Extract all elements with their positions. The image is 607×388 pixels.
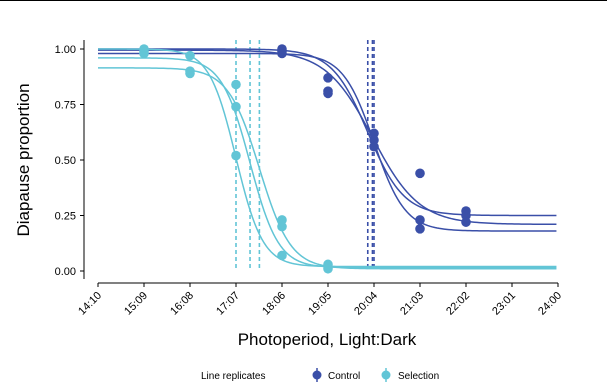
x-tick-label: 24:00 xyxy=(536,290,564,318)
data-point-control xyxy=(461,210,471,221)
y-tick-label: 0.50 xyxy=(55,155,76,167)
legend-label-selection: Selection xyxy=(398,371,439,382)
axes-layer: 0.00 0.25 0.50 0.75 1.00 14:10 15:09 16:08 17:07… xyxy=(55,40,564,318)
y-axis-title: Diapause proportion xyxy=(14,83,33,236)
midpoint-lines-layer xyxy=(235,40,375,271)
data-point-selection xyxy=(231,101,241,112)
data-point-selection xyxy=(231,79,241,90)
y-tick-label: 0.00 xyxy=(55,266,76,278)
x-tick-label: 23:01 xyxy=(490,290,518,318)
y-tick-label: 0.75 xyxy=(55,100,76,112)
data-point-selection xyxy=(323,263,333,274)
data-point-control xyxy=(415,224,425,234)
data-point-control xyxy=(415,168,425,179)
data-point-control xyxy=(277,44,287,54)
x-axis-title: Photoperiod, Light:Dark xyxy=(238,330,417,349)
legend-label-control: Control xyxy=(328,371,360,382)
legend-title: Line replicates xyxy=(201,371,265,382)
x-tick-label: 15:09 xyxy=(122,290,150,318)
x-tick-label: 14:10 xyxy=(76,290,104,318)
x-tick-label: 20:04 xyxy=(352,290,380,318)
data-point-selection xyxy=(277,215,287,225)
x-tick-label: 17:07 xyxy=(214,290,242,318)
data-point-selection xyxy=(185,50,195,61)
data-point-control xyxy=(461,217,471,227)
x-tick-label: 16:08 xyxy=(168,290,196,318)
data-point-selection xyxy=(185,68,195,79)
legend-key-control xyxy=(312,368,322,382)
y-tick-label: 1.00 xyxy=(55,44,76,56)
data-point-selection xyxy=(277,221,287,232)
data-point-selection xyxy=(231,150,241,161)
data-point-selection xyxy=(277,250,287,261)
data-point-control xyxy=(415,215,425,225)
data-point-control xyxy=(369,128,379,139)
data-point-control xyxy=(323,73,333,83)
legend-key-selection xyxy=(381,368,391,382)
legend-key-dot xyxy=(312,370,322,380)
data-point-control xyxy=(323,88,333,99)
x-tick-label: 21:03 xyxy=(398,290,426,318)
data-point-selection xyxy=(139,48,149,59)
x-tick-label: 19:05 xyxy=(306,290,334,318)
top-rule xyxy=(0,0,607,1)
data-point-control xyxy=(369,141,379,152)
y-tick-label: 0.25 xyxy=(55,211,76,223)
x-tick-label: 18:06 xyxy=(260,290,288,318)
legend-key-dot xyxy=(381,370,391,380)
fit-curve-control xyxy=(98,52,557,232)
data-points-layer xyxy=(139,44,471,274)
fit-curve-control xyxy=(98,48,557,217)
data-point-control xyxy=(369,135,379,145)
legend: Line replicates Control Selection xyxy=(201,368,439,382)
x-tick-label: 22:02 xyxy=(444,290,472,318)
fit-curve-control xyxy=(98,49,557,226)
